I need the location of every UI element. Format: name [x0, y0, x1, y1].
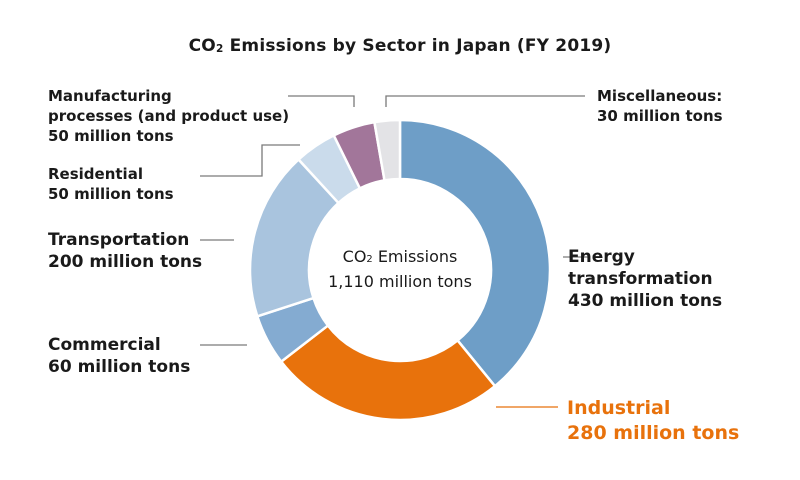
chart-title: CO2 Emissions by Sector in Japan (FY 201…	[188, 36, 612, 56]
leader-line-residential	[200, 144, 300, 177]
label-commercial: Commercial 60 million tons	[48, 335, 191, 377]
leader-line-miscellaneous	[385, 95, 585, 107]
label-residential: Residential 50 million tons	[48, 165, 174, 203]
slice-energy-transformation	[398, 118, 552, 388]
label-miscellaneous: Miscellaneous: 30 million tons	[597, 87, 723, 125]
leader-line-manufacturing-processes	[288, 95, 355, 107]
label-industrial: Industrial 280 million tons	[567, 397, 740, 444]
label-manufacturing-processes: Manufacturing processes (and product use…	[48, 87, 290, 145]
label-transportation: Transportation 200 million tons	[48, 230, 203, 272]
center-label-line1: CO2 Emissions	[342, 247, 458, 266]
label-energy-transformation: Energy transformation 430 million tons	[568, 247, 723, 311]
center-label-line2: 1,110 million tons	[328, 272, 472, 291]
center-label: CO2 Emissions 1,110 million tons	[300, 246, 500, 293]
slice-industrial	[279, 324, 497, 422]
slice-miscellaneous	[373, 118, 402, 182]
